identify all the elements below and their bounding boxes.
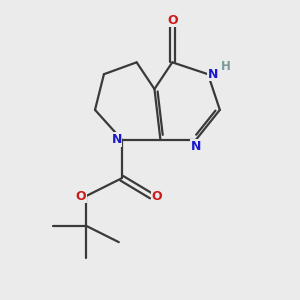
Text: N: N [208, 68, 218, 81]
Text: O: O [152, 190, 162, 202]
Text: N: N [111, 133, 122, 146]
Text: O: O [76, 190, 86, 202]
Text: N: N [191, 140, 201, 153]
Text: H: H [221, 60, 231, 73]
Text: O: O [167, 14, 178, 27]
